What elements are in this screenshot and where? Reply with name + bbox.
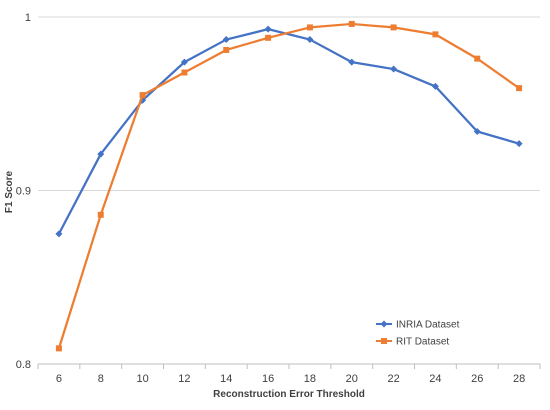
x-tick-label: 20 [346,373,358,385]
y-axis-title: F1 Score [4,170,15,213]
data-point [264,25,272,33]
x-tick-label: 28 [513,373,525,385]
series-line-0 [57,28,520,235]
series-0 [55,25,523,238]
data-point [222,36,230,44]
data-point [515,140,523,148]
x-tick-label: 18 [304,373,316,385]
x-tick-label: 8 [98,373,104,385]
data-point [431,82,439,90]
data-series [55,20,523,352]
data-point [432,31,439,38]
data-point [474,55,481,62]
data-point [139,92,146,99]
data-point [306,24,313,31]
data-point [97,211,104,218]
tick-labels: 0.80.916 8 10 12 14 16 18 20 22 24 26 28 [16,12,526,385]
x-tick-label: 12 [178,373,190,385]
data-point [265,34,272,41]
x-tick-label: 16 [262,373,274,385]
y-tick-label: 0.9 [16,186,31,198]
gridlines [38,16,540,191]
legend-label-rit: RIT Dataset [396,337,449,348]
data-point [306,36,314,44]
y-tick-label: 1 [25,12,31,24]
legend-item-rit: RIT Dataset [376,337,449,348]
series-1 [55,20,523,352]
y-tick-label: 0.8 [16,359,31,371]
x-tick-label: 14 [220,373,232,385]
data-point [180,58,188,66]
data-point [390,24,397,31]
x-tick-label: 22 [387,373,399,385]
data-point [223,46,230,53]
data-point [473,128,481,136]
x-tick-label: 6 [56,373,62,385]
axes [37,363,541,369]
legend-label-inria: INRIA Dataset [396,320,460,331]
x-tick-label: 10 [136,373,148,385]
x-tick-label: 26 [471,373,483,385]
legend-marker-rit [381,338,387,344]
data-point [348,20,355,27]
data-point [55,345,62,352]
data-point [348,58,356,66]
x-axis-title: Reconstruction Error Threshold [213,389,365,400]
data-point [55,230,63,238]
series-line-1 [57,22,520,349]
data-point [97,150,105,158]
legend: INRIA Dataset RIT Dataset [376,320,460,348]
legend-marker-inria [380,320,388,328]
data-point [516,85,523,92]
legend-item-inria: INRIA Dataset [376,320,460,331]
data-point [181,69,188,76]
data-point [390,65,398,73]
x-tick-label: 24 [429,373,441,385]
